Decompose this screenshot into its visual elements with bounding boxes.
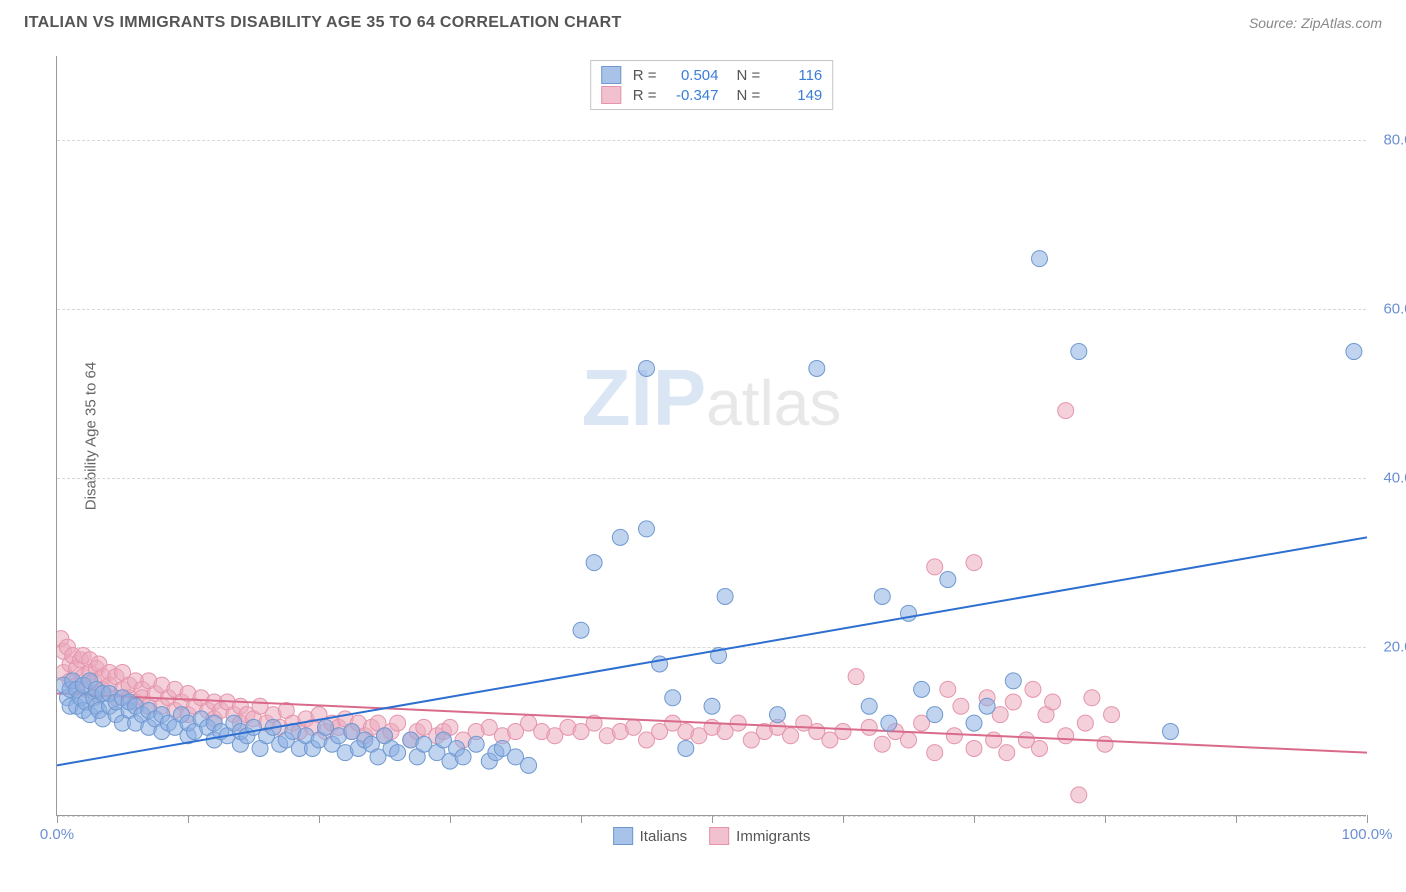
data-point [1058,403,1074,419]
y-tick-label: 60.0% [1383,301,1406,318]
legend-italians: Italians [613,827,688,845]
data-point [625,719,641,735]
source-label: Source: ZipAtlas.com [1249,15,1382,31]
data-point [455,749,471,765]
data-point [783,728,799,744]
data-point [927,707,943,723]
data-point [390,745,406,761]
legend-correlation: R = 0.504 N = 116 R = -0.347 N = 149 [590,60,834,110]
data-point [1077,715,1093,731]
data-point [874,588,890,604]
y-tick-label: 20.0% [1383,639,1406,656]
y-tick-label: 40.0% [1383,470,1406,487]
plot-region: ZIP atlas R = 0.504 N = 116 R = -0.347 N… [56,56,1366,816]
data-point [770,707,786,723]
data-point [521,757,537,773]
italians-r-value: 0.504 [665,67,719,84]
data-point [927,559,943,575]
data-point [861,719,877,735]
data-point [946,728,962,744]
x-tick [1105,815,1106,823]
data-point [901,732,917,748]
data-point [953,698,969,714]
x-tick [57,815,58,823]
y-tick-label: 80.0% [1383,132,1406,149]
data-point [966,555,982,571]
data-point [1346,344,1362,360]
data-point [809,360,825,376]
n-label: N = [737,87,761,104]
x-tick [974,815,975,823]
legend-immigr: Immigrants [709,827,810,845]
data-point [1045,694,1061,710]
immigrants-swatch-bottom [709,827,729,845]
data-point [586,555,602,571]
data-point [927,745,943,761]
data-point [986,732,1002,748]
data-point [835,724,851,740]
data-point [861,698,877,714]
data-point [966,740,982,756]
legend-row-immigrants: R = -0.347 N = 149 [601,85,823,105]
x-tick [450,815,451,823]
data-point [639,360,655,376]
data-point [966,715,982,731]
x-tick [1236,815,1237,823]
data-point [717,588,733,604]
x-tick [712,815,713,823]
n-label: N = [737,67,761,84]
data-point [881,715,897,731]
data-point [1163,724,1179,740]
immigrants-r-value: -0.347 [665,87,719,104]
data-point [652,656,668,672]
data-point [1032,251,1048,267]
x-tick-label: 0.0% [40,826,74,843]
data-point [940,681,956,697]
r-label: R = [633,87,657,104]
immigrants-swatch [601,86,621,104]
immigrants-label: Immigrants [736,828,810,845]
data-point [999,745,1015,761]
data-point [1084,690,1100,706]
data-point [874,736,890,752]
data-point [704,698,720,714]
italians-swatch-bottom [613,827,633,845]
data-point [1097,736,1113,752]
data-point [665,690,681,706]
data-point [1058,728,1074,744]
x-tick [188,815,189,823]
x-tick [1367,815,1368,823]
legend-row-italians: R = 0.504 N = 116 [601,65,823,85]
scatter-svg [57,56,1367,816]
data-point [1071,344,1087,360]
x-tick [581,815,582,823]
data-point [1025,681,1041,697]
data-point [914,681,930,697]
data-point [573,622,589,638]
italians-label: Italians [640,828,688,845]
data-point [1032,740,1048,756]
data-point [940,572,956,588]
data-point [1071,787,1087,803]
italians-n-value: 116 [768,67,822,84]
data-point [390,715,406,731]
x-tick [843,815,844,823]
data-point [1005,694,1021,710]
chart-title: ITALIAN VS IMMIGRANTS DISABILITY AGE 35 … [24,14,622,32]
data-point [468,736,484,752]
x-tick-label: 100.0% [1342,826,1393,843]
x-tick [319,815,320,823]
data-point [612,529,628,545]
r-label: R = [633,67,657,84]
data-point [979,698,995,714]
chart-area: ZIP atlas R = 0.504 N = 116 R = -0.347 N… [56,56,1366,816]
data-point [848,669,864,685]
legend-series: Italians Immigrants [613,827,811,845]
immigrants-n-value: 149 [768,87,822,104]
data-point [639,521,655,537]
italians-swatch [601,66,621,84]
data-point [1005,673,1021,689]
data-point [678,740,694,756]
data-point [1104,707,1120,723]
